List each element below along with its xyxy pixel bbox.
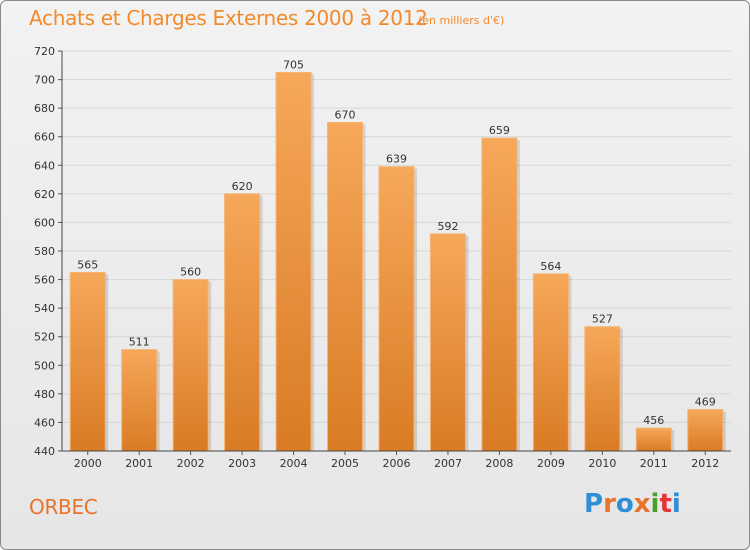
bar-2000 (69, 271, 106, 452)
logo-letter: P (584, 489, 604, 519)
logo-letter: o (615, 489, 634, 519)
y-tick-label: 660 (34, 131, 55, 144)
x-tick-label: 2000 (74, 457, 102, 470)
bar-2010 (584, 326, 621, 452)
bar-value-label: 659 (489, 124, 510, 137)
bar-2006 (378, 166, 415, 452)
chart-title: Achats et Charges Externes 2000 à 2012 (29, 6, 428, 30)
x-tick-label: 2004 (280, 457, 308, 470)
bar-value-label: 469 (695, 396, 716, 409)
bar-value-label: 527 (592, 313, 613, 326)
logo-letter: i (671, 489, 681, 519)
logo-letter: t (659, 489, 672, 519)
y-tick-label: 460 (34, 416, 55, 429)
y-tick-label: 600 (34, 216, 55, 229)
y-tick-label: 620 (34, 188, 55, 201)
bar-value-label: 560 (180, 266, 201, 279)
bar-2001 (121, 349, 158, 452)
logo-letter: r (603, 489, 616, 519)
bar-value-label: 620 (232, 180, 253, 193)
y-tick-label: 560 (34, 274, 55, 287)
x-tick-label: 2009 (537, 457, 565, 470)
y-tick-label: 540 (34, 302, 55, 315)
logo-letter: i (650, 489, 660, 519)
bar-value-label: 456 (643, 414, 664, 427)
y-tick-label: 520 (34, 331, 55, 344)
bar-2009 (532, 273, 569, 452)
bar-value-label: 565 (77, 258, 98, 271)
y-tick-label: 640 (34, 159, 55, 172)
bar-value-label: 564 (540, 260, 561, 273)
x-tick-label: 2005 (331, 457, 359, 470)
y-tick-label: 480 (34, 388, 55, 401)
x-tick-label: 2002 (177, 457, 205, 470)
bar-2004 (275, 71, 312, 452)
x-tick-label: 2011 (640, 457, 668, 470)
x-tick-label: 2008 (485, 457, 513, 470)
y-tick-label: 440 (34, 445, 55, 458)
proxiti-logo[interactable]: Proxiti (584, 489, 681, 519)
y-tick-label: 500 (34, 359, 55, 372)
y-tick-label: 580 (34, 245, 55, 258)
bar-value-label: 639 (386, 153, 407, 166)
y-tick-label: 700 (34, 74, 55, 87)
axes: 440 460 480 500 520 540 560 580 600 620 640 660 680 7… (34, 45, 731, 470)
bar-2012 (687, 409, 724, 452)
bar-value-label: 670 (335, 108, 356, 121)
x-tick-label: 2001 (125, 457, 153, 470)
bar-2005 (327, 121, 364, 452)
commune-name: ORBEC (29, 495, 98, 519)
chart-subtitle: (en milliers d'€) (418, 14, 505, 27)
logo-letter: x (633, 489, 651, 519)
bar-value-label: 705 (283, 58, 304, 71)
bar-value-label: 511 (129, 336, 150, 349)
y-tick-label: 720 (34, 45, 55, 58)
x-tick-label: 2003 (228, 457, 256, 470)
x-tick-label: 2007 (434, 457, 462, 470)
y-tick-label: 680 (34, 102, 55, 115)
x-tick-label: 2006 (383, 457, 411, 470)
bar-2003 (224, 193, 261, 452)
x-tick-label: 2010 (588, 457, 616, 470)
bar-2002 (172, 279, 209, 452)
x-tick-label: 2012 (691, 457, 719, 470)
bar-2008 (481, 137, 518, 452)
bars: 565 511 560 620 705 670 639 592 659 564 527 456 469 (69, 58, 726, 452)
bar-value-label: 592 (437, 220, 458, 233)
bar-2011 (635, 427, 672, 452)
bar-2007 (429, 233, 466, 452)
